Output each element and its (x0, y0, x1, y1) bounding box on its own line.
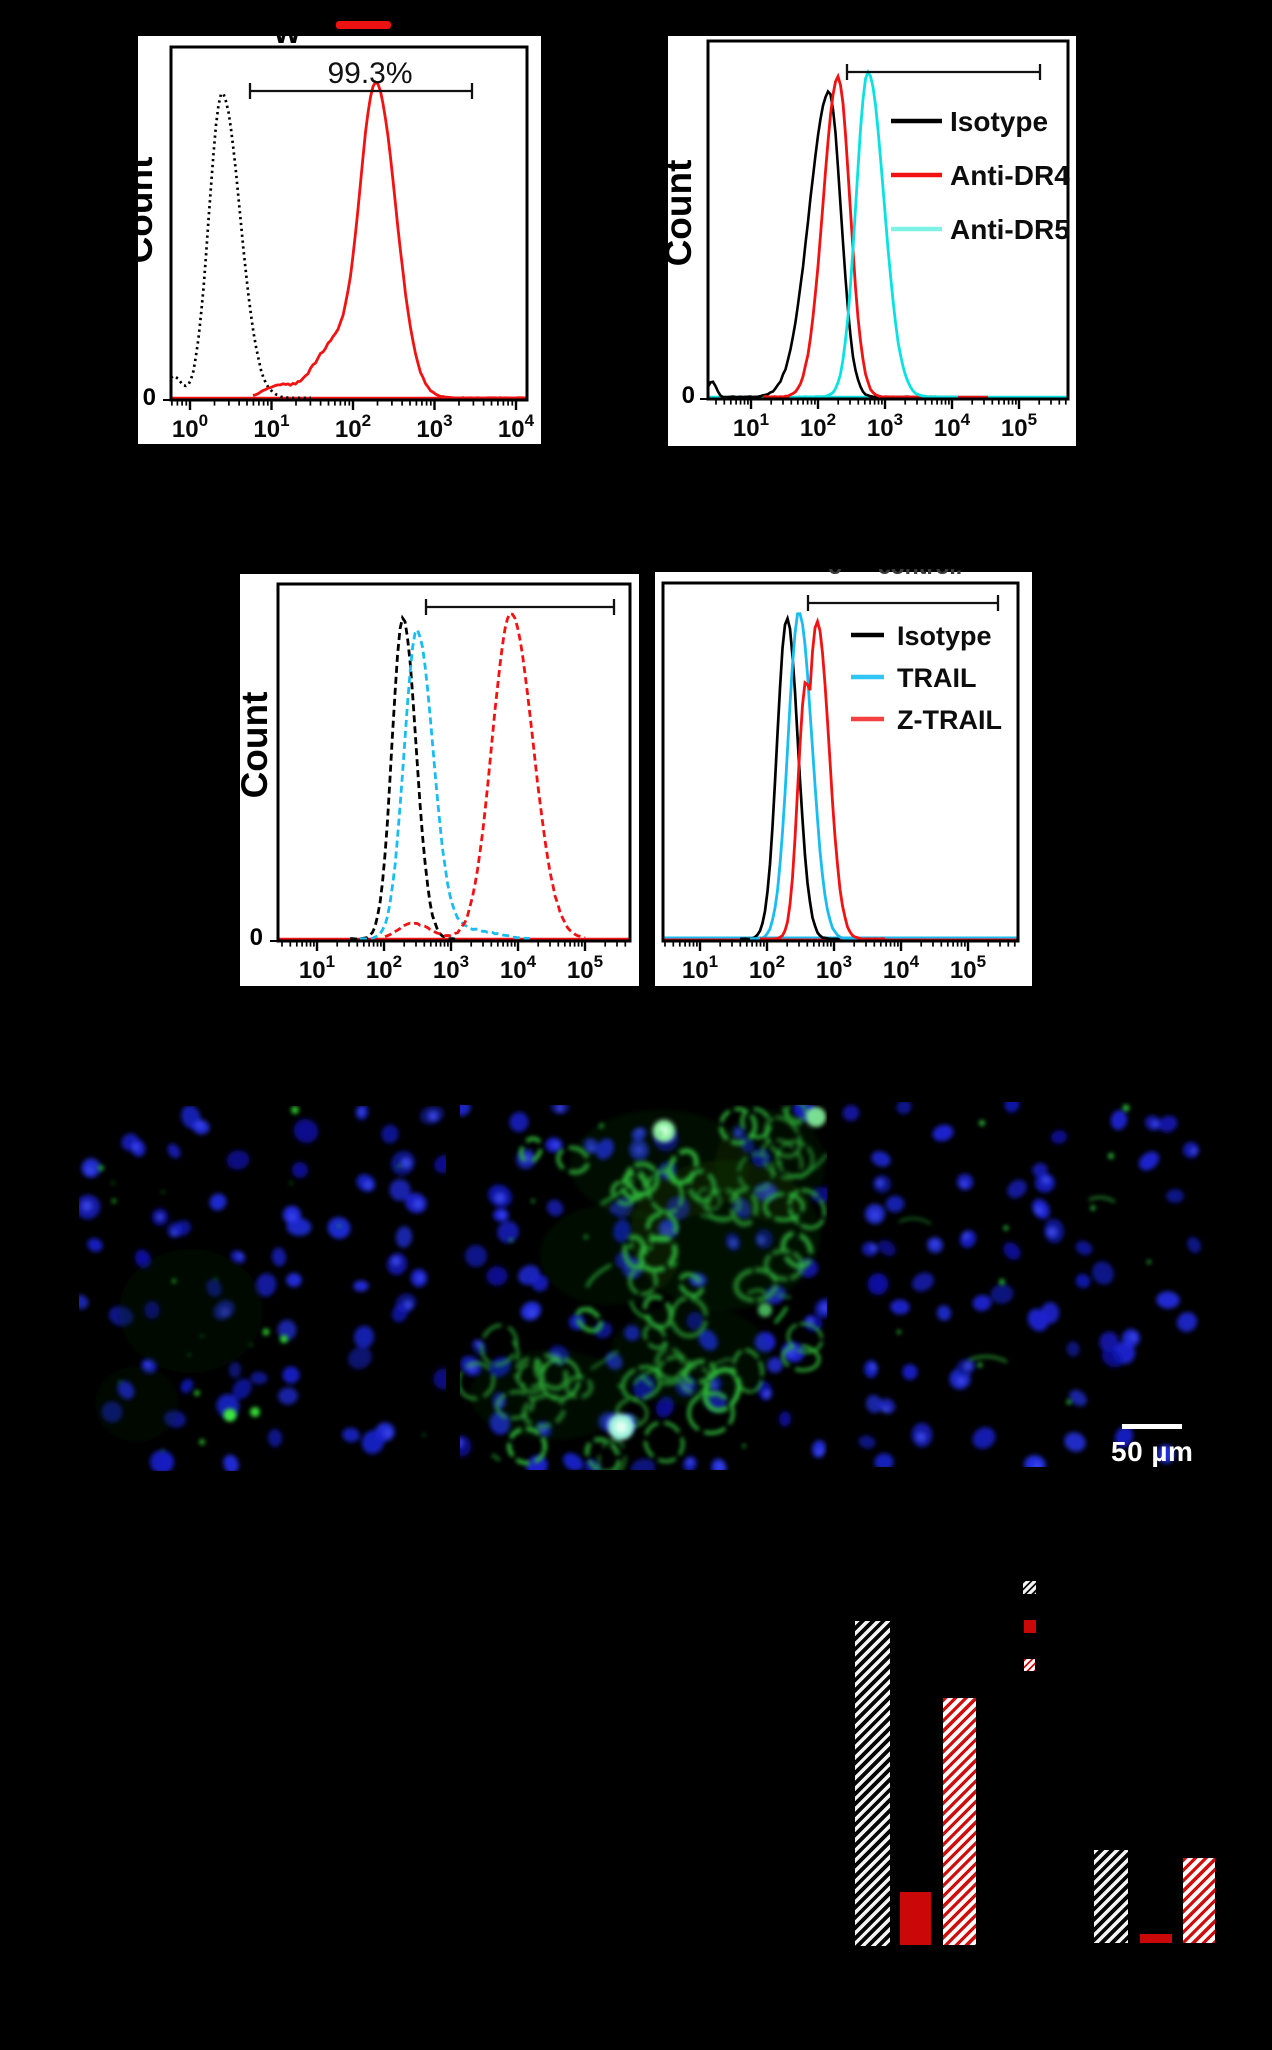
svg-text:0: 0 (250, 924, 263, 951)
svg-text:Isotype: Isotype (950, 106, 1048, 137)
svg-text:99.3%: 99.3% (327, 57, 412, 90)
svg-text:Z-TRAIL: Z-TRAIL (897, 705, 1002, 735)
svg-text:w: w (273, 36, 301, 51)
svg-text:Anti-DR4: Anti-DR4 (950, 160, 1070, 191)
svg-text:Count: Count (240, 692, 275, 799)
svg-text:TRAIL: TRAIL (897, 663, 976, 693)
svg-text:105: 105 (567, 952, 603, 984)
svg-text:Count: Count (668, 160, 699, 267)
svg-text:104: 104 (934, 410, 971, 442)
svg-text:Anti-DR5: Anti-DR5 (950, 214, 1070, 245)
svg-text:Isotype: Isotype (897, 621, 992, 651)
svg-text:Count: Count (138, 157, 160, 264)
svg-text:0: 0 (143, 384, 156, 411)
svg-text:0: 0 (682, 382, 695, 409)
